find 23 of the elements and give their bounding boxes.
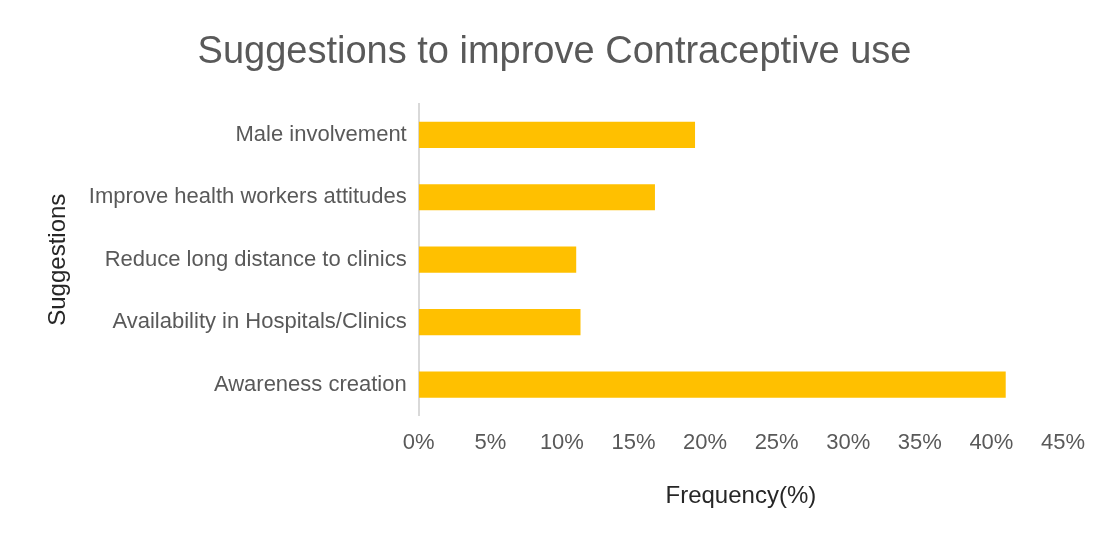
x-tick-label: 45% — [1040, 429, 1086, 455]
x-tick-label: 20% — [683, 429, 728, 455]
x-tick-label: 30% — [826, 429, 871, 455]
x-tick-label: 25% — [754, 429, 799, 455]
x-tick-label: 10% — [539, 429, 584, 455]
y-tick-label: Reduce long distance to clinics — [104, 245, 407, 271]
y-tick-label: Availability in Hospitals/Clinics — [112, 308, 407, 334]
bar — [418, 371, 1006, 398]
x-tick-label: 5% — [474, 429, 507, 455]
x-tick-label: 0% — [402, 429, 435, 455]
y-axis-title: Suggestions — [43, 193, 71, 326]
bar — [418, 121, 696, 148]
y-tick-label: Improve health workers attitudes — [88, 183, 407, 209]
y-tick-label: Awareness creation — [213, 370, 407, 396]
bar — [418, 309, 581, 336]
bar — [418, 184, 655, 211]
y-tick-label: Male involvement — [235, 120, 407, 146]
x-tick-label: 40% — [969, 429, 1014, 455]
chart-title: Suggestions to improve Contraceptive use — [197, 29, 912, 72]
x-axis-title: Frequency(%) — [665, 481, 817, 509]
bar — [418, 246, 577, 273]
x-tick-label: 15% — [611, 429, 656, 455]
x-tick-label: 35% — [897, 429, 942, 455]
